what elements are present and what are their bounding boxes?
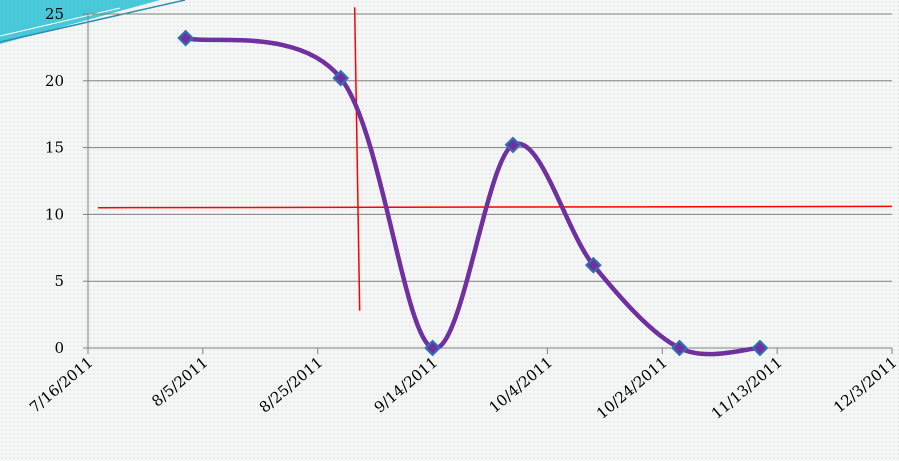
x-tick-label-0: 7/16/2011 [26,353,96,416]
data-point-0 [177,29,195,47]
y-tick-label-25: 25 [45,5,64,23]
annotation-lines [97,7,893,311]
x-axis-tick-labels: 7/16/2011 8/5/2011 8/25/2011 9/14/2011 10/4/… [26,353,899,422]
series-0-line [183,35,763,357]
x-tick-label-4: 10/4/2011 [486,353,556,416]
x-tick-label-1: 8/5/2011 [148,353,211,410]
data-point-2 [424,339,441,357]
y-tick-label-10: 10 [45,205,64,223]
x-tick-label-5: 10/24/2011 [593,353,671,422]
x-tick-label-6: 11/13/2011 [708,353,786,422]
data-point-5 [671,339,688,357]
corner-teal-shape [0,0,160,44]
y-tick-label-0: 0 [54,339,64,357]
corner-line-1 [0,0,186,43]
axes [83,13,893,354]
data-point-6 [751,339,769,357]
data-point-4 [584,256,602,274]
gridlines [88,13,892,282]
corner-decoration [0,0,186,44]
y-axis-tick-labels: 0 5 10 15 20 25 [45,5,64,357]
y-tick-label-15: 15 [45,139,64,157]
horizontal-annotation-line [97,205,893,209]
y-tick-label-20: 20 [45,72,64,90]
x-tick-label-2: 8/25/2011 [256,353,326,416]
vertical-annotation-line [353,7,361,311]
series [177,29,769,357]
corner-line-2 [0,7,121,37]
data-point-1 [332,69,350,87]
y-tick-label-5: 5 [54,272,64,290]
x-tick-label-3: 9/14/2011 [371,353,441,416]
data-point-3 [504,136,522,154]
x-tick-label-7: 12/3/2011 [830,353,899,416]
